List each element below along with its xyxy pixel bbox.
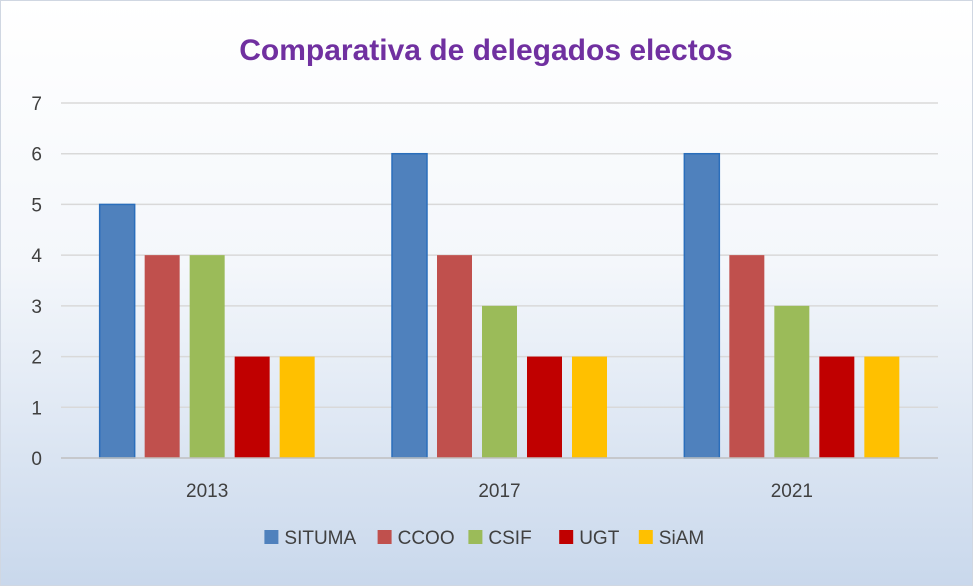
bars <box>98 152 900 459</box>
x-axis: 2013 2017 2021 <box>61 457 938 502</box>
legend-label-csif: CSIF <box>488 528 531 549</box>
legend-swatch-ccoo <box>377 530 392 544</box>
y-tick-label: 1 <box>31 398 42 419</box>
bar-ccoo-2013 <box>144 255 180 458</box>
legend-label-situma: SITUMA <box>284 528 356 549</box>
y-tick-label: 6 <box>31 145 42 166</box>
bar-situma-2013 <box>98 203 136 459</box>
y-tick-label: 0 <box>31 449 42 470</box>
bar-csif-2021 <box>774 305 810 458</box>
y-axis: 0 1 2 3 4 5 6 7 <box>31 94 42 470</box>
legend-swatch-ugt <box>559 530 574 544</box>
bar-siam-2017 <box>572 356 607 458</box>
legend: SITUMA CCOO CSIF UGT SiAM <box>264 528 704 549</box>
y-tick-label: 5 <box>31 195 42 216</box>
y-tick-label: 2 <box>31 348 42 369</box>
legend-swatch-csif <box>468 530 483 544</box>
bar-csif-2017 <box>482 305 517 458</box>
y-tick-label: 4 <box>31 246 42 267</box>
legend-label-ccoo: CCOO <box>398 528 455 549</box>
bar-ccoo-2021 <box>729 255 765 458</box>
legend-label-siam: SiAM <box>659 528 704 549</box>
y-tick-label: 3 <box>31 297 42 318</box>
bar-ugt-2017 <box>527 356 562 458</box>
bar-siam-2013 <box>279 356 315 458</box>
bar-csif-2013 <box>189 255 225 458</box>
bar-ugt-2021 <box>819 356 855 458</box>
legend-label-ugt: UGT <box>579 528 620 549</box>
chart-title: Comparativa de delegados electos <box>239 34 733 67</box>
bar-ugt-2013 <box>234 356 270 458</box>
bar-situma-2021 <box>683 152 721 459</box>
x-tick-label: 2021 <box>771 481 813 502</box>
bar-siam-2021 <box>864 356 900 458</box>
bar-situma-2017 <box>391 152 428 459</box>
y-tick-label: 7 <box>31 94 42 115</box>
legend-swatch-siam <box>638 530 653 544</box>
legend-swatch-situma <box>264 530 279 544</box>
x-tick-label: 2013 <box>186 481 228 502</box>
bar-ccoo-2017 <box>437 255 472 458</box>
x-tick-label: 2017 <box>478 481 520 502</box>
